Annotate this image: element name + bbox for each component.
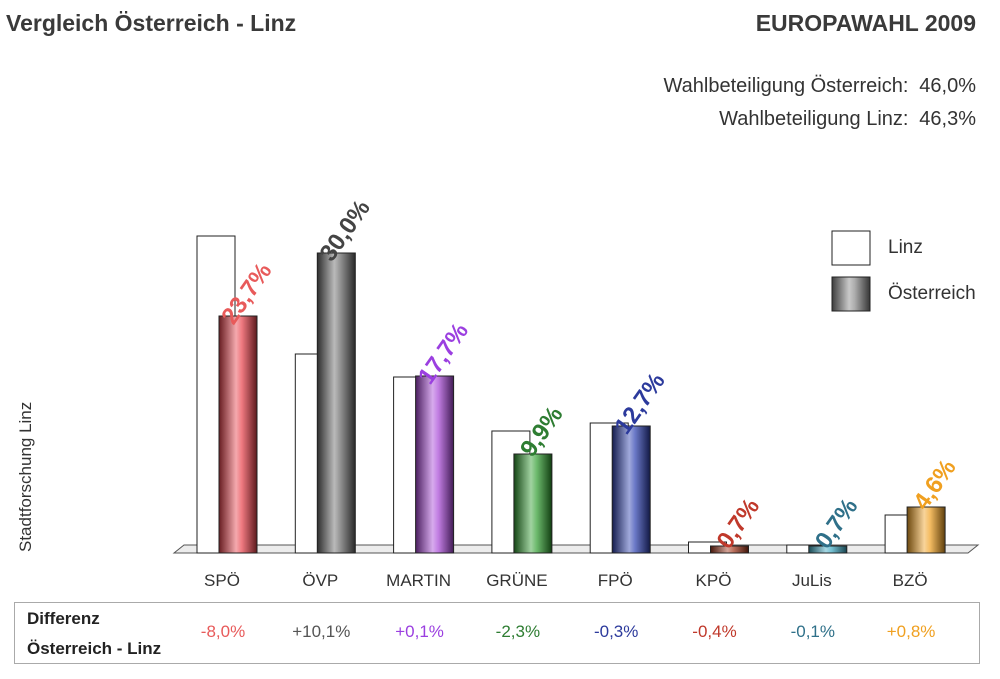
category-label-5: KPÖ (696, 571, 732, 590)
election-title: EUROPAWAHL 2009 (755, 10, 976, 36)
bar-austria-0 (218, 315, 258, 554)
bar-austria-6 (808, 545, 848, 554)
bar-austria-5 (710, 545, 749, 554)
turnout-austria-value: 46,0% (919, 75, 976, 97)
turnout-austria-label: Wahlbeteiligung Österreich: (663, 75, 909, 97)
difference-value-5: -0,4% (692, 622, 737, 641)
bar-austria-3 (513, 453, 553, 554)
turnout-austria: Wahlbeteiligung Österreich: 46,0% (664, 75, 977, 98)
difference-value-2: +0,1% (395, 622, 444, 641)
category-label-2: MARTIN (386, 571, 451, 590)
category-label-1: ÖVP (302, 571, 338, 590)
difference-value-4: -0,3% (593, 622, 639, 641)
legend-label-austria: Österreich (888, 283, 976, 304)
legend-label-linz: Linz (888, 237, 923, 258)
difference-value-3: -2,3% (495, 622, 541, 641)
category-label-4: FPÖ (598, 571, 633, 590)
legend-swatch-linz (831, 230, 871, 266)
chart-floor (172, 544, 980, 554)
bar-austria-4 (611, 425, 651, 554)
difference-label-line1: Differenz (27, 609, 100, 628)
difference-value-0: -8,0% (200, 622, 246, 641)
category-label-3: GRÜNE (486, 571, 547, 590)
legend-swatch-austria (831, 276, 871, 312)
bar-austria-1 (316, 252, 356, 554)
difference-label-line2: Österreich - Linz (27, 639, 162, 658)
turnout-linz: Wahlbeteiligung Linz: 46,3% (719, 108, 976, 131)
turnout-linz-value: 46,3% (919, 108, 976, 130)
bar-chart: 23,7%SPÖ30,0%ÖVP17,7%MARTIN9,9%GRÜNE12,7… (172, 195, 980, 590)
value-label-7: 4,6% (908, 455, 961, 515)
bar-austria-7 (906, 506, 946, 554)
bar-austria-2 (415, 375, 455, 554)
category-label-6: JuLis (792, 571, 832, 590)
difference-value-7: +0,8% (886, 622, 936, 641)
turnout-linz-label: Wahlbeteiligung Linz: (719, 108, 909, 130)
category-label-0: SPÖ (204, 571, 240, 590)
difference-value-6: -0,1% (790, 622, 835, 641)
difference-value-1: +10,1% (292, 622, 351, 641)
page-title: Vergleich Österreich - Linz (6, 10, 297, 36)
category-label-7: BZÖ (893, 571, 928, 590)
difference-table: Differenz Österreich - Linz -8,0% +10,1% +… (14, 602, 980, 664)
